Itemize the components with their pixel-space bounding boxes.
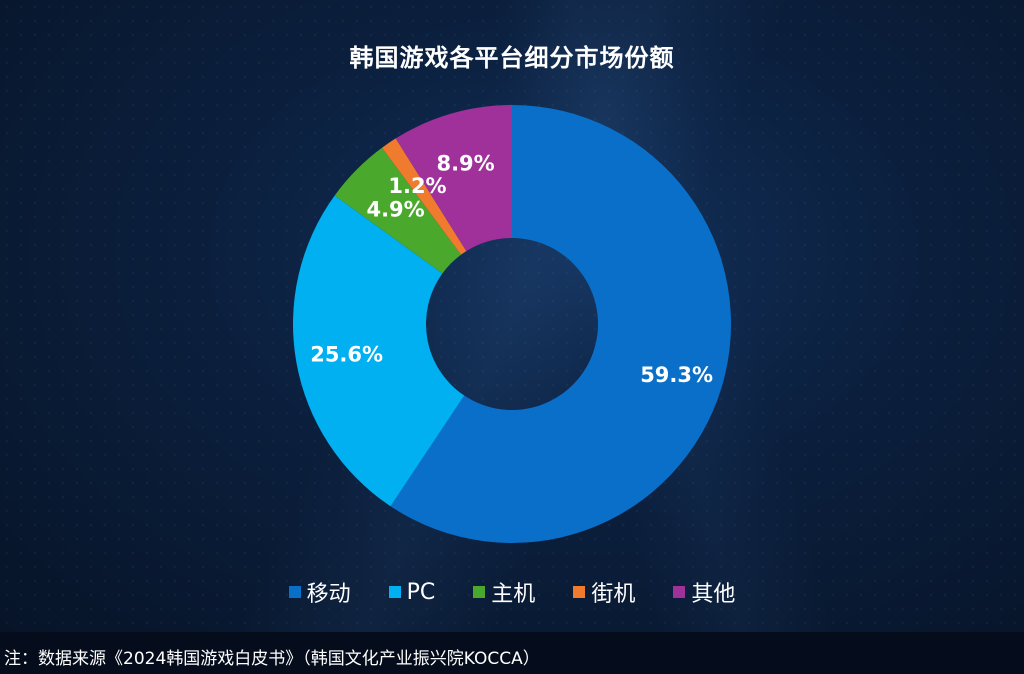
legend-item-pc: PC bbox=[388, 576, 436, 608]
slice-arcade bbox=[382, 138, 467, 255]
data-label-pc: 25.6% bbox=[310, 343, 383, 367]
legend-label-other: 其他 bbox=[691, 582, 736, 607]
data-label-mobile: 59.3% bbox=[640, 363, 713, 387]
legend-label-console: 主机 bbox=[491, 582, 536, 607]
chart-title: 韩国游戏各平台细分市场份额 bbox=[349, 44, 675, 72]
slice-pc bbox=[292, 195, 465, 507]
donut-chart: 59.3% 25.6% 4.9%1.2%8.9% bbox=[292, 105, 731, 543]
legend-swatch-arcade bbox=[573, 586, 586, 598]
data-label-console: 4.9% bbox=[366, 197, 424, 221]
legend-swatch-mobile bbox=[288, 586, 301, 598]
data-label-other: 8.9% bbox=[436, 152, 494, 176]
legend-label-mobile: 移动 bbox=[306, 582, 351, 607]
legend-label-pc: PC bbox=[406, 579, 436, 605]
source-note: 注：数据来源《2024韩国游戏白皮书》（韩国文化产业振兴院KOCCA） bbox=[4, 649, 540, 669]
legend-item-mobile: 移动 bbox=[288, 576, 351, 608]
legend-label-arcade: 街机 bbox=[591, 582, 636, 607]
slice-other bbox=[395, 105, 512, 252]
legend-swatch-pc bbox=[388, 586, 401, 598]
data-label-arcade: 1.2% bbox=[388, 174, 446, 198]
legend-item-arcade: 街机 bbox=[573, 576, 635, 608]
legend: 移动 PC 主机 街机 其他 bbox=[0, 576, 1024, 608]
legend-item-console: 主机 bbox=[473, 576, 535, 608]
slice-mobile bbox=[390, 105, 731, 543]
legend-item-other: 其他 bbox=[673, 576, 735, 608]
slice-console bbox=[334, 147, 461, 274]
legend-swatch-other bbox=[673, 586, 686, 598]
legend-swatch-console bbox=[473, 586, 486, 598]
